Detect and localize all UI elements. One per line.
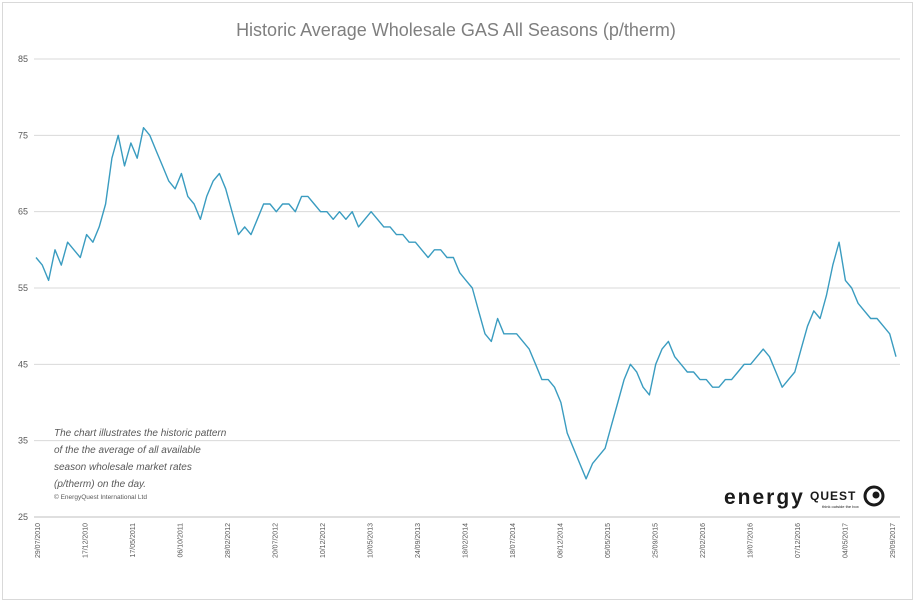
annotation-line: (p/therm) on the day.: [54, 479, 146, 490]
x-tick-label: 19/07/2016: [748, 523, 755, 558]
x-tick-label: 07/12/2016: [795, 523, 802, 558]
x-axis-tick-labels: 29/07/2010 17/12/2010 17/05/2011 06/10/2011…: [35, 523, 897, 558]
y-tick-label: 55: [18, 283, 28, 293]
x-tick-label: 17/12/2010: [83, 523, 90, 558]
logo-text: energy: [724, 486, 805, 509]
annotation-copyright: © EnergyQuest International Ltd: [54, 493, 147, 501]
x-tick-label: 20/07/2012: [273, 523, 280, 558]
x-tick-label: 05/05/2015: [605, 523, 612, 558]
x-tick-label: 06/10/2011: [178, 523, 185, 558]
x-tick-label: 28/02/2012: [225, 523, 232, 558]
logo-swirl-core-icon: [872, 491, 880, 499]
y-tick-label: 45: [18, 359, 28, 369]
x-tick-label: 22/02/2016: [700, 523, 707, 558]
chart-annotation: The chart illustrates the historic patte…: [54, 428, 227, 501]
logo-swirl-icon: [863, 485, 885, 507]
y-axis-tick-labels: 85 75 65 55 45 35 25: [18, 54, 28, 522]
annotation-line: The chart illustrates the historic patte…: [54, 428, 227, 439]
y-tick-label: 75: [18, 130, 28, 140]
x-tick-label: 29/09/2017: [890, 523, 897, 558]
x-tick-label: 04/05/2017: [843, 523, 850, 558]
gridlines: [34, 58, 900, 442]
x-tick-label: 29/07/2010: [35, 523, 42, 558]
y-tick-label: 85: [18, 54, 28, 64]
y-tick-label: 35: [18, 436, 28, 446]
chart-title: Historic Average Wholesale GAS All Seaso…: [236, 20, 676, 40]
annotation-line: season wholesale market rates: [54, 462, 192, 473]
x-tick-label: 17/05/2011: [130, 523, 137, 558]
annotation-line: of the the average of all available: [54, 445, 201, 456]
energyquest-logo: energy QUEST think outside the box: [724, 485, 885, 509]
x-tick-label: 18/07/2014: [510, 523, 517, 558]
series-line: [35, 127, 897, 480]
x-tick-label: 24/09/2013: [415, 523, 422, 558]
y-tick-label: 25: [18, 512, 28, 522]
x-tick-label: 08/12/2014: [558, 523, 565, 558]
logo-tagline: think outside the box: [822, 504, 859, 509]
x-tick-label: 10/05/2013: [368, 523, 375, 558]
x-tick-label: 18/02/2014: [463, 523, 470, 558]
x-tick-label: 10/12/2012: [320, 523, 327, 558]
logo-text-bold: QUEST: [810, 489, 856, 503]
y-tick-label: 65: [18, 207, 28, 217]
x-tick-label: 25/09/2015: [653, 523, 660, 558]
